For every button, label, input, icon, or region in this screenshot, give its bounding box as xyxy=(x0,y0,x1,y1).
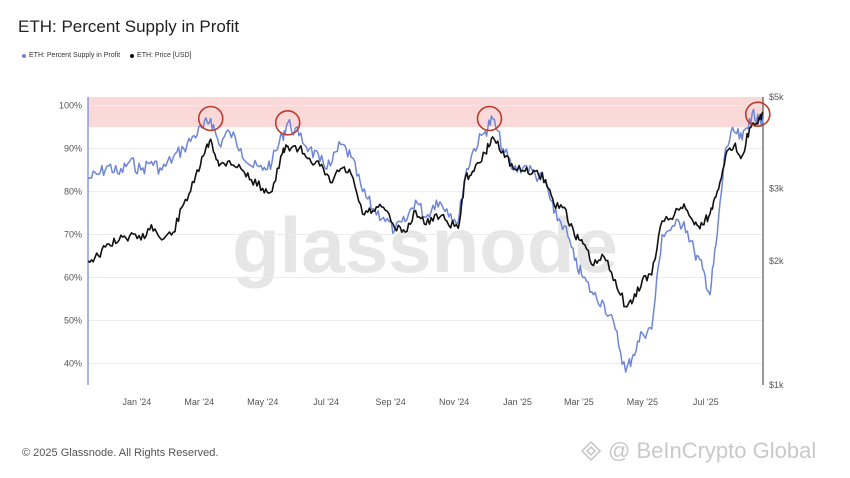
brand-watermark: @ BeInCrypto Global xyxy=(580,438,816,464)
y-right-tick-label: $5k xyxy=(769,92,784,102)
y-left-tick-label: 40% xyxy=(64,359,82,369)
legend-item-supply-in-profit[interactable]: ETH: Percent Supply in Profit xyxy=(22,52,120,59)
brand-text: @ BeInCrypto Global xyxy=(608,438,817,463)
legend-label-price: ETH: Price [USD] xyxy=(137,52,192,59)
y-right-tick-label: $2k xyxy=(769,256,784,266)
line-chart: glassnode 40% 50% 60% 70% 80% 90% 100% $1k $2k $3k… xyxy=(59,92,784,407)
glassnode-watermark: glassnode xyxy=(232,201,618,289)
legend-item-price[interactable]: ETH: Price [USD] xyxy=(130,52,192,59)
peak-highlight-circle xyxy=(476,105,503,132)
y-left-tick-label: 60% xyxy=(64,273,82,283)
copyright-text: © 2025 Glassnode. All Rights Reserved. xyxy=(22,447,219,459)
legend-marker-supply xyxy=(22,53,26,58)
y-right-tick-label: $1k xyxy=(769,380,784,390)
x-tick-label: May '24 xyxy=(247,397,278,407)
diamond-logo-icon xyxy=(580,440,602,462)
legend-marker-price xyxy=(130,53,135,58)
peak-highlight-circle xyxy=(197,105,224,132)
x-tick-label: Sep '24 xyxy=(376,397,406,407)
y-left-tick-label: 90% xyxy=(64,144,82,154)
x-tick-label: Mar '25 xyxy=(564,397,594,407)
x-tick-label: Jan '25 xyxy=(503,397,532,407)
x-tick-label: Jan '24 xyxy=(123,397,152,407)
chart-title: ETH: Percent Supply in Profit xyxy=(18,17,240,36)
series-line-price xyxy=(87,111,764,308)
y-left-tick-label: 80% xyxy=(64,187,82,197)
peak-highlight-circle xyxy=(744,101,771,127)
peak-highlight-circle xyxy=(274,109,301,136)
y-right-tick-label: $3k xyxy=(769,183,784,193)
series-line-supply-in-profit xyxy=(87,108,764,373)
chart-legend: ETH: Percent Supply in Profit ETH: Price… xyxy=(22,52,192,59)
y-left-tick-label: 50% xyxy=(64,316,82,326)
x-tick-label: Mar '24 xyxy=(184,397,214,407)
y-left-tick-label: 70% xyxy=(64,230,82,240)
x-tick-label: Jul '25 xyxy=(693,397,719,407)
x-tick-label: May '25 xyxy=(627,397,658,407)
profit-zone-band xyxy=(88,97,763,128)
x-tick-label: Nov '24 xyxy=(439,397,469,407)
legend-label-supply: ETH: Percent Supply in Profit xyxy=(29,52,121,59)
y-left-tick-label: 100% xyxy=(59,101,82,111)
x-tick-label: Jul '24 xyxy=(313,397,339,407)
